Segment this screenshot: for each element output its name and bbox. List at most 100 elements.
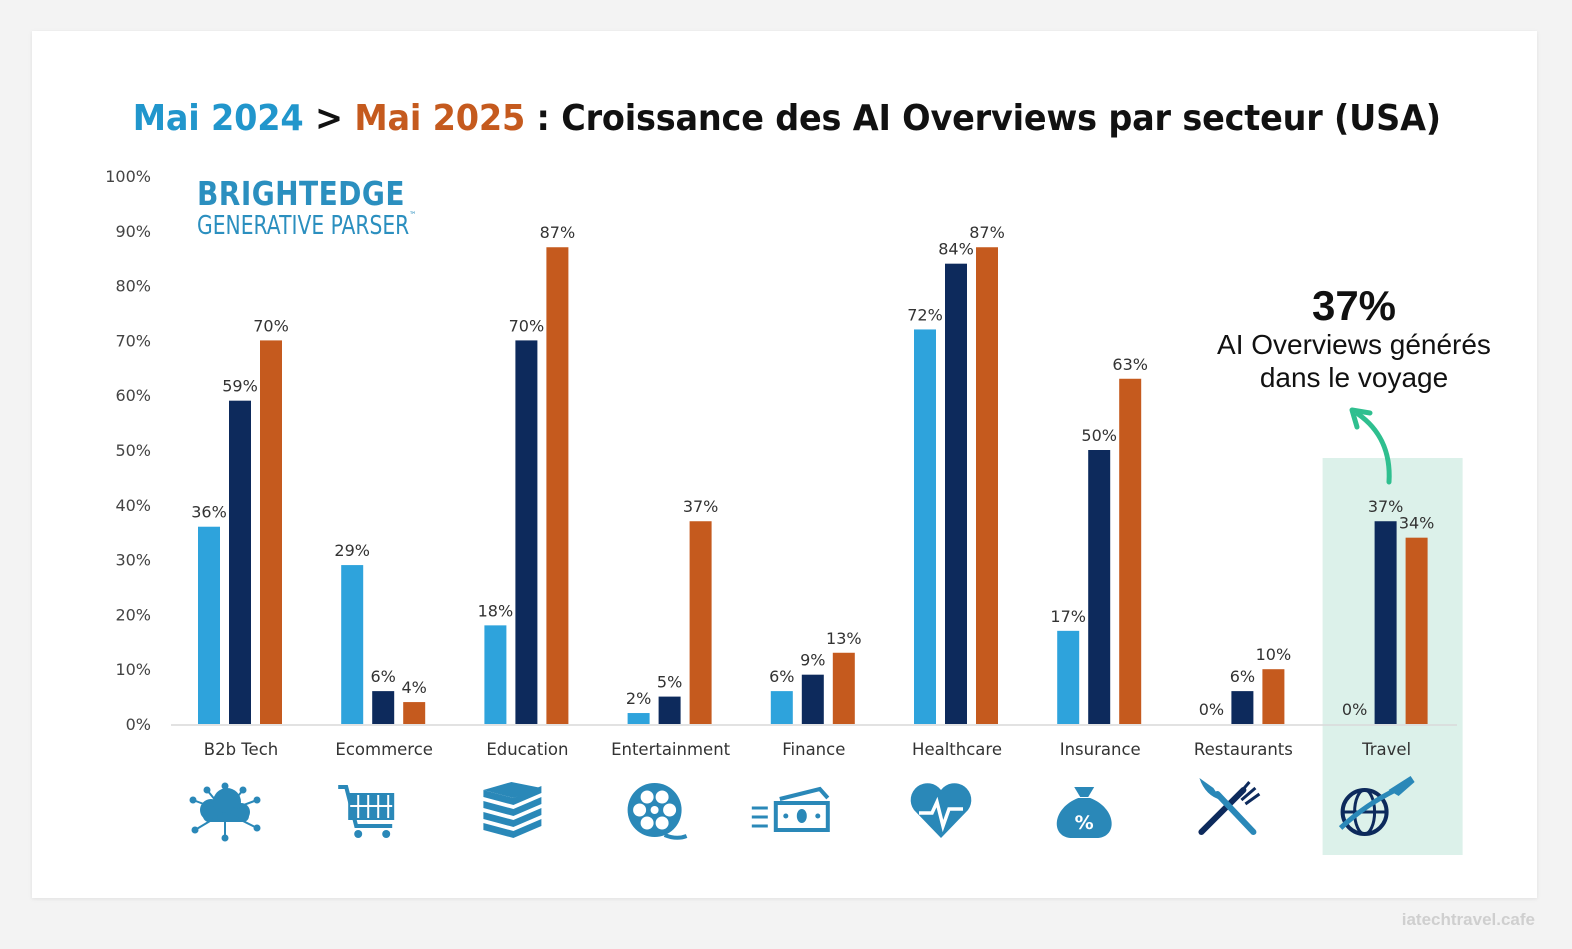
callout-arrow-icon: [1355, 411, 1392, 485]
x-tick-label: Healthcare: [912, 740, 1002, 759]
y-tick-label: 40%: [115, 496, 151, 515]
data-label: 70%: [509, 316, 545, 335]
data-label: 87%: [540, 223, 576, 242]
data-label: 72%: [907, 305, 943, 324]
x-tick-label: Entertainment: [611, 740, 731, 759]
bar: [914, 329, 936, 724]
footer-credit: iatechtravel.cafe: [1401, 910, 1535, 929]
data-label: 6%: [1230, 667, 1255, 686]
bar: [1088, 450, 1111, 724]
bar: [801, 674, 824, 724]
bar: [770, 691, 793, 724]
data-label: 0%: [1342, 700, 1367, 719]
svg-text:%: %: [1075, 812, 1094, 834]
data-label: 29%: [334, 541, 370, 560]
bar: [341, 565, 364, 724]
y-tick-label: 10%: [115, 660, 151, 679]
x-tick-label: Education: [486, 740, 568, 759]
bar: [260, 340, 282, 724]
bar: [1262, 669, 1285, 724]
chart-title: Mai 2024 > Mai 2025 : Croissance des AI …: [56, 98, 1518, 139]
data-label: 50%: [1081, 426, 1117, 445]
y-tick-label: 90%: [115, 222, 151, 241]
globe-plane-icon: [1338, 776, 1415, 836]
x-tick-label: Travel: [1361, 740, 1411, 759]
y-tick-label: 20%: [115, 605, 151, 624]
y-tick-label: 80%: [115, 277, 151, 296]
bar: [546, 247, 569, 725]
bar: [198, 526, 220, 724]
data-label: 36%: [191, 503, 227, 522]
title-rest: : Croissance des AI Overviews par secteu…: [525, 98, 1442, 139]
y-tick-label: 70%: [115, 331, 151, 350]
data-label: 4%: [402, 678, 427, 697]
y-tick-label: 0%: [126, 715, 151, 734]
data-label: 84%: [938, 240, 974, 259]
data-label: 13%: [826, 629, 862, 648]
logo-subtitle: GENERATIVE PARSER: [197, 211, 410, 241]
bar: [1374, 521, 1397, 724]
data-label: 37%: [1368, 497, 1404, 516]
bar: [1405, 537, 1428, 724]
bar: [1231, 691, 1254, 724]
callout-line-2: dans le voyage: [1259, 362, 1449, 393]
bar: [689, 521, 712, 724]
bar: [627, 713, 650, 724]
callout-line-1: AI Overviews générés: [1217, 329, 1491, 360]
callout-arrowhead-icon: [1349, 407, 1373, 430]
y-tick-label: 100%: [105, 167, 151, 186]
data-label: 70%: [253, 316, 289, 335]
data-label: 63%: [1112, 355, 1148, 374]
bar: [658, 696, 681, 724]
bar: [1057, 630, 1080, 724]
title-year-2024: Mai 2024: [132, 98, 304, 139]
bar: [403, 702, 426, 724]
data-label: 6%: [371, 667, 396, 686]
bar: [372, 691, 395, 724]
trademark-mark: ™: [409, 211, 417, 221]
data-label: 10%: [1256, 645, 1292, 664]
callout-value: 37%: [1311, 282, 1397, 329]
x-tick-label: B2b Tech: [204, 740, 279, 759]
data-label: 2%: [626, 689, 651, 708]
chart-card: [32, 31, 1537, 898]
x-tick-label: Finance: [782, 740, 845, 759]
data-label: 17%: [1050, 607, 1086, 626]
bar: [945, 263, 967, 724]
cash-icon: [751, 786, 830, 832]
data-label: 6%: [769, 667, 794, 686]
data-label: 0%: [1199, 700, 1224, 719]
callout-description: AI Overviews générés dans le voyage: [1200, 328, 1508, 394]
x-tick-label: Restaurants: [1194, 740, 1293, 759]
y-tick-label: 60%: [115, 386, 151, 405]
title-year-2025: Mai 2025: [354, 98, 526, 139]
y-tick-label: 30%: [115, 551, 151, 570]
y-tick-label: 50%: [115, 441, 151, 460]
film-reel-icon: [627, 783, 688, 840]
bar: [515, 340, 538, 724]
data-label: 37%: [683, 497, 719, 516]
bar: [229, 400, 251, 724]
shopping-cart-icon: [338, 785, 395, 838]
books-icon: [483, 782, 542, 838]
data-label: 34%: [1399, 514, 1435, 533]
fork-knife-icon: [1198, 778, 1261, 835]
bar: [484, 625, 507, 724]
x-tick-label: Insurance: [1060, 740, 1141, 759]
title-separator: >: [303, 98, 355, 139]
bar: [1119, 378, 1142, 724]
bar: [832, 652, 855, 724]
data-label: 87%: [969, 223, 1005, 242]
bar: [976, 247, 998, 725]
brightedge-logo: BRIGHTEDGE: [197, 174, 405, 213]
data-label: 18%: [478, 601, 514, 620]
heart-pulse-icon: [910, 783, 972, 838]
generative-parser-logo: GENERATIVE PARSER™: [197, 211, 416, 241]
data-label: 5%: [657, 673, 682, 692]
cloud-network-icon: [189, 782, 261, 842]
money-bag-percent-icon: %: [1056, 787, 1112, 838]
data-label: 9%: [800, 651, 825, 670]
x-tick-label: Ecommerce: [335, 740, 433, 759]
data-label: 59%: [222, 377, 258, 396]
